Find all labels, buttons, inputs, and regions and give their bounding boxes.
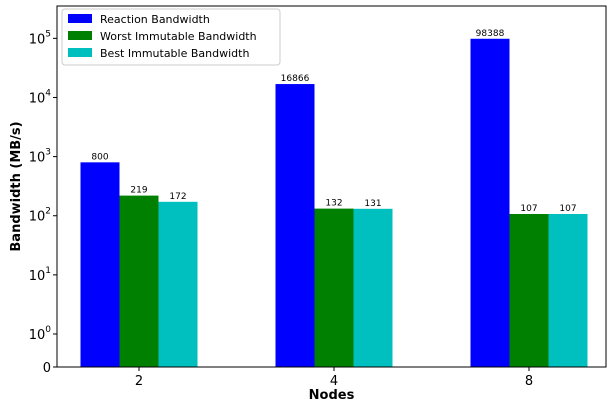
- y-tick-label: 101: [29, 266, 51, 284]
- legend-entry-label: Best Immutable Bandwidth: [100, 47, 249, 60]
- bar-3-2: [158, 201, 198, 367]
- plot-frame: [56, 5, 607, 368]
- bar-1-2: [80, 162, 120, 367]
- bar-1-8: [470, 38, 510, 367]
- y-tick-label: 104: [29, 88, 52, 106]
- legend: Reaction Bandwidth Worst Immutable Bandwi…: [61, 8, 281, 66]
- y-tick-label: 0: [43, 361, 51, 376]
- x-axis-label: Nodes: [309, 388, 355, 403]
- bar-2-8: [509, 214, 549, 367]
- x-tick-label: 4: [330, 374, 338, 389]
- bar-value-label: 132: [325, 199, 342, 209]
- y-tick-label: 103: [29, 148, 51, 166]
- bar-3-8: [548, 214, 588, 367]
- x-axis: 2 4 8: [135, 367, 533, 389]
- bar-value-label: 131: [364, 199, 381, 209]
- legend-entry-label: Reaction Bandwidth: [100, 13, 210, 26]
- bar-2-2: [119, 195, 159, 367]
- bar-2-4: [314, 208, 354, 367]
- y-tick-label: 102: [29, 207, 51, 225]
- legend-entry-label: Worst Immutable Bandwidth: [100, 30, 257, 43]
- y-tick-label: 100: [29, 325, 52, 343]
- legend-swatch: [68, 48, 92, 57]
- bar-value-label: 800: [91, 152, 108, 162]
- bar-value-label: 172: [169, 192, 186, 202]
- bar-value-label: 107: [520, 204, 537, 214]
- y-tick-label: 105: [29, 29, 51, 47]
- bars-layer: [80, 38, 588, 368]
- bar-labels-layer: 800 219 172 16866 132 131 98388 107 107: [91, 29, 576, 214]
- bar-value-label: 16866: [281, 74, 310, 84]
- bar-1-4: [275, 84, 315, 368]
- legend-swatch: [68, 14, 92, 23]
- x-tick-label: 8: [525, 374, 533, 389]
- y-axis-label: Bandwidth (MB/s): [9, 121, 24, 251]
- bar-value-label: 219: [130, 186, 147, 196]
- bar-3-4: [353, 208, 393, 367]
- y-axis: 0 100 101 102 103 104 105: [29, 29, 57, 376]
- x-tick-label: 2: [135, 374, 143, 389]
- legend-swatch: [68, 31, 92, 40]
- bar-value-label: 98388: [476, 29, 505, 39]
- legend-box: [61, 8, 281, 66]
- bar-value-label: 107: [559, 204, 576, 214]
